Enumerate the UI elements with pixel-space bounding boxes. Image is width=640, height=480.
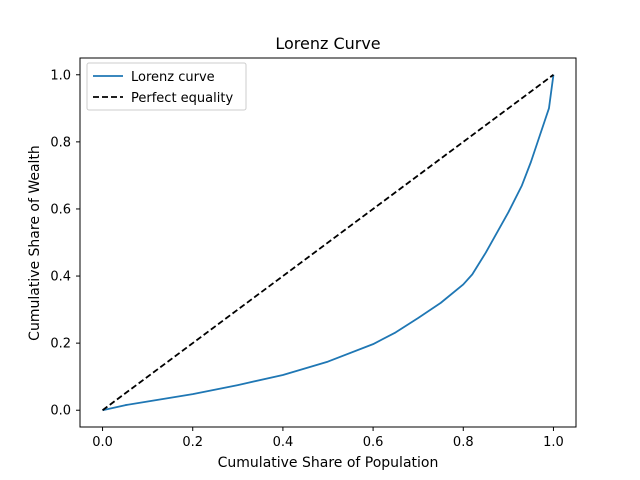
y-tick-0-6-label: 0.6: [50, 202, 71, 217]
y-tick-0-2-label: 0.2: [50, 337, 71, 352]
x-tick-0-2-label: 0.2: [182, 435, 203, 450]
y-axis-ticks: 0.0 0.2 0.4 0.6 0.8 1.0: [50, 68, 80, 419]
x-tick-0-6-label: 0.6: [363, 435, 384, 450]
series-line-perfect-equality: [102, 74, 554, 411]
legend-label-perfect-equality: Perfect equality: [131, 91, 233, 106]
y-tick-0-8-label: 0.8: [50, 135, 71, 150]
series-line-lorenz-curve: [102, 74, 555, 412]
legend-frame: [86, 62, 247, 111]
x-tick-0-0-label: 0.0: [92, 435, 113, 450]
legend: Lorenz curve Perfect equality: [86, 62, 247, 111]
y-tick-0-4-label: 0.4: [50, 270, 71, 285]
x-tick-0-8-label: 0.8: [453, 435, 474, 450]
chart-title: Lorenz Curve: [275, 34, 380, 53]
axes-frame: [79, 57, 577, 428]
y-axis-label: Cumulative Share of Wealth: [27, 145, 43, 341]
x-axis-label: Cumulative Share of Population: [218, 455, 439, 471]
legend-label-lorenz-curve: Lorenz curve: [131, 70, 215, 85]
x-axis-ticks: 0.0 0.2 0.4 0.6 0.8 1.0: [92, 427, 564, 450]
x-tick-1-0-label: 1.0: [543, 435, 564, 450]
y-tick-0-0-label: 0.0: [50, 404, 71, 419]
x-tick-0-4-label: 0.4: [273, 435, 294, 450]
y-tick-1-0-label: 1.0: [50, 68, 71, 83]
data-layer: [102, 74, 555, 412]
